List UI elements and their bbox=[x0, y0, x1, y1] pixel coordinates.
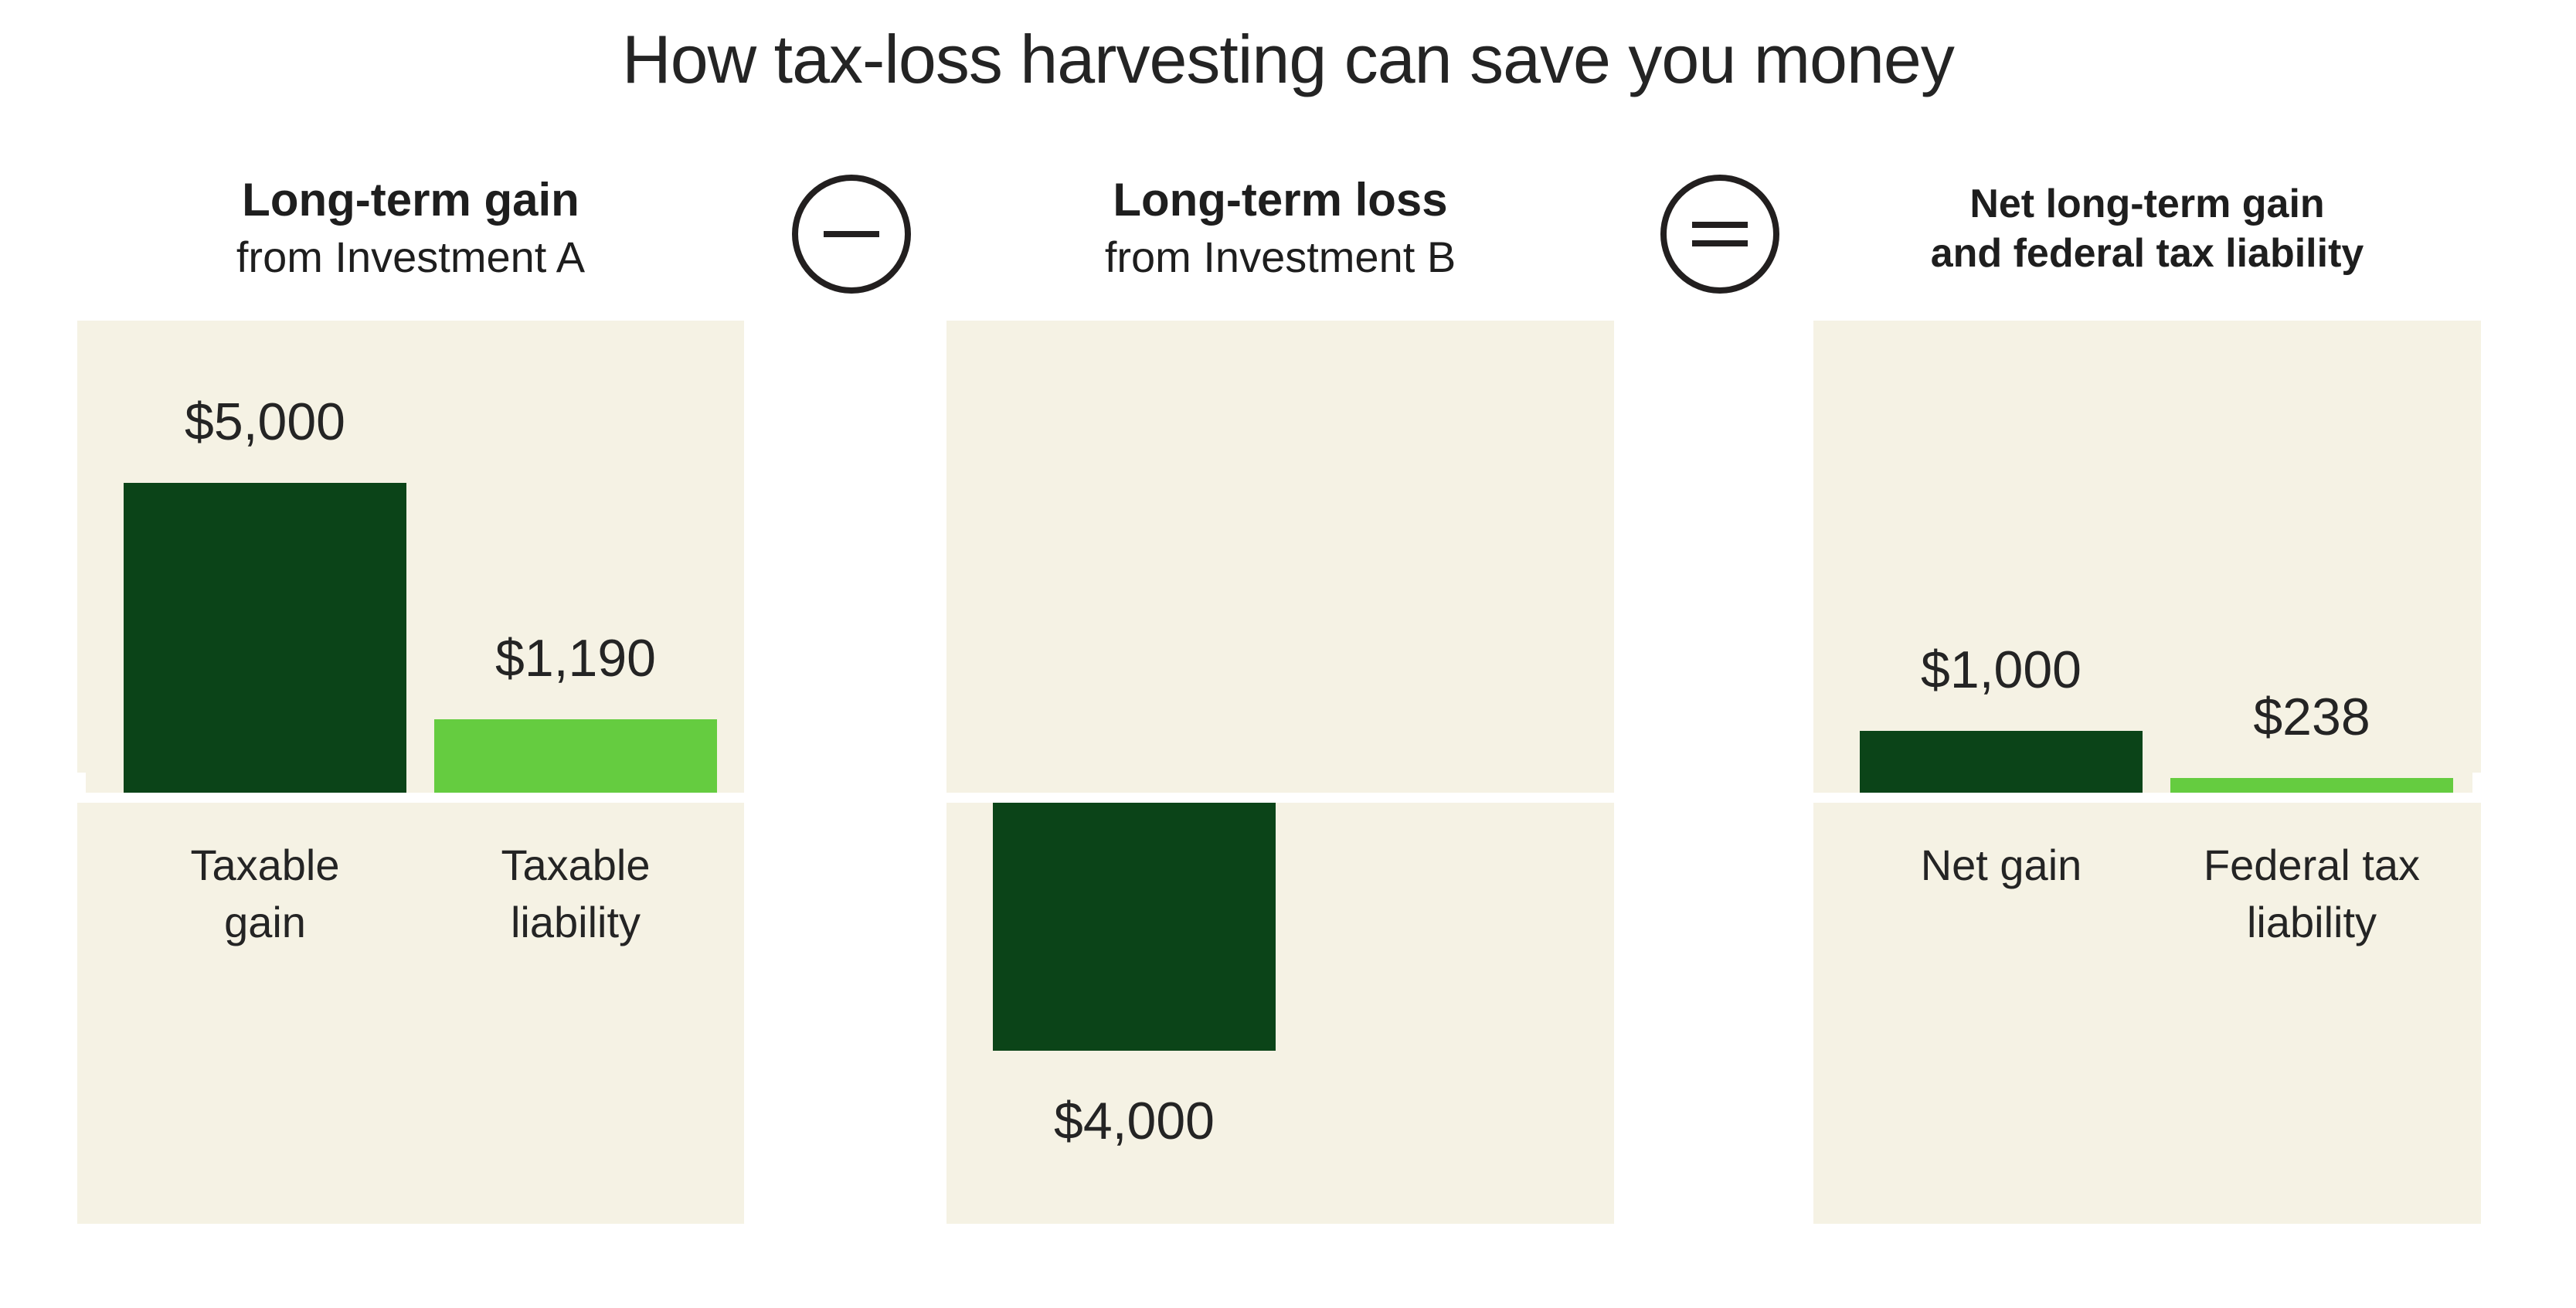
zero-baseline bbox=[1813, 793, 2481, 803]
header-long-term-loss: Long-term loss from Investment B bbox=[946, 172, 1614, 286]
equals-icon bbox=[1660, 175, 1779, 294]
bar-federal-tax-liability bbox=[2170, 778, 2453, 793]
label-taxable-liability: Taxable liability bbox=[501, 841, 651, 946]
header-net-long-term-gain-title: Net long-term gain and federal tax liabi… bbox=[1930, 182, 2364, 276]
bar-net-gain bbox=[1860, 731, 2143, 793]
minus-icon bbox=[792, 175, 911, 294]
value-long-term-loss: $4,000 bbox=[1054, 1092, 1215, 1150]
label-net-gain: Net gain bbox=[1920, 841, 2082, 889]
header-long-term-loss-title: Long-term loss bbox=[1113, 174, 1448, 226]
header-long-term-gain: Long-term gain from Investment A bbox=[77, 172, 744, 286]
equals-dash-top bbox=[1692, 222, 1748, 228]
header-net-long-term-gain: Net long-term gain and federal tax liabi… bbox=[1813, 179, 2481, 278]
value-federal-tax-liability: $238 bbox=[2253, 688, 2370, 746]
bar-taxable-gain bbox=[124, 483, 406, 793]
value-net-gain: $1,000 bbox=[1921, 640, 2082, 699]
equals-dash-bottom bbox=[1692, 240, 1748, 246]
label-federal-tax-liability: Federal tax liability bbox=[2203, 841, 2421, 946]
panel-long-term-gain: $5,000 $1,190 Taxable gain Taxable liabi… bbox=[77, 321, 744, 1224]
axis-tick-right bbox=[2472, 773, 2481, 793]
label-taxable-gain: Taxable gain bbox=[190, 841, 340, 946]
bar-taxable-liability bbox=[434, 719, 717, 793]
bar-long-term-loss bbox=[993, 803, 1276, 1051]
zero-baseline bbox=[77, 793, 744, 803]
header-long-term-loss-subtitle: from Investment B bbox=[1104, 233, 1456, 281]
header-long-term-gain-subtitle: from Investment A bbox=[236, 233, 586, 281]
panel-net-gain: $1,000 $238 Net gain Federal tax liabili… bbox=[1813, 321, 2481, 1224]
value-taxable-gain: $5,000 bbox=[185, 392, 345, 451]
page-title: How tax-loss harvesting can save you mon… bbox=[622, 21, 1955, 97]
value-taxable-liability: $1,190 bbox=[495, 629, 656, 688]
header-long-term-gain-title: Long-term gain bbox=[242, 174, 579, 226]
zero-baseline bbox=[946, 793, 1614, 803]
axis-tick-left bbox=[77, 773, 86, 793]
minus-dash bbox=[824, 231, 879, 237]
panel-long-term-loss: $4,000 bbox=[946, 321, 1614, 1224]
